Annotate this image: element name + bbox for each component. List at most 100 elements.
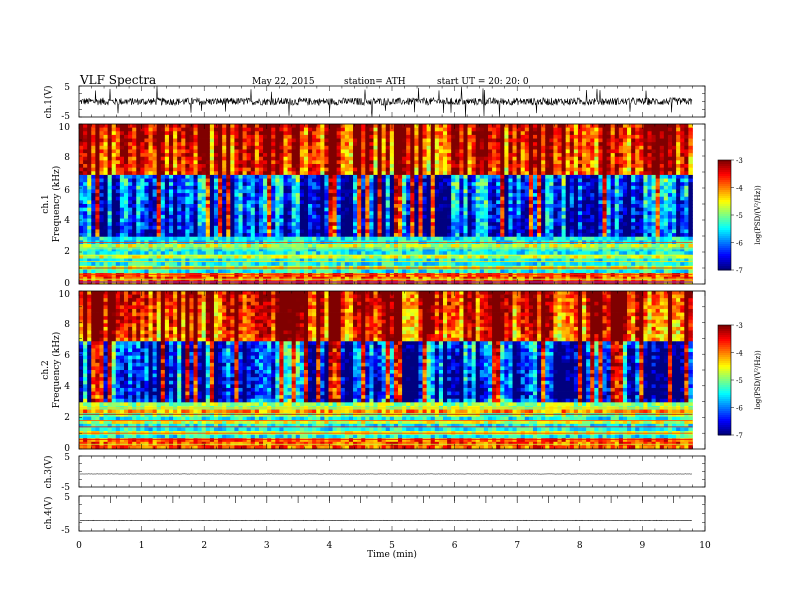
spectrogram-cell [299,273,305,278]
spectrogram-cell [443,156,448,161]
spectrogram-cell [79,127,84,132]
spectrogram-cell [340,254,346,259]
spectrogram-cell [414,247,419,252]
spectrogram-cell [483,258,489,263]
spectrogram-cell [422,258,428,263]
spectrogram-cell [336,127,342,132]
spectrogram-cell [254,134,260,139]
spectrogram-cell [443,167,448,172]
spectrogram-cell [308,174,313,179]
spectrogram-cell [312,233,317,238]
spectrogram-cell [173,258,178,263]
spectrogram-cell [398,127,403,132]
spectrogram-cell [91,273,96,278]
spectrogram-cell [393,247,399,252]
spectrogram-cell [332,251,338,256]
spectrogram-cell [430,124,436,129]
spectrogram-cell [520,247,526,252]
spectrogram-cell [492,124,497,129]
spectrogram-cell [250,174,256,179]
spectrogram-cell [299,149,305,154]
spectrogram-cell [275,247,280,252]
spectrogram-cell [189,229,194,234]
spectrogram-cell [303,164,309,169]
spectrogram-cell [152,207,158,212]
spectrogram-cell [140,124,145,129]
spectrogram-cell [312,182,317,187]
spectrogram-cell [393,127,399,132]
spectrogram-cell [173,138,178,143]
spectrogram-cell [193,233,199,238]
spectrogram-cell [291,254,297,259]
spectrogram-cell [524,269,530,274]
spectrogram-cell [353,251,358,256]
spectrogram-cell [140,193,145,198]
spectrogram-cell [463,138,468,143]
spectrogram-cell [520,276,526,281]
spectrogram-cell [295,178,301,183]
spectrogram-cell [119,185,125,190]
spectrogram-cell [320,127,325,132]
spectrogram-cell [283,229,288,234]
spectrogram-cell [295,251,301,256]
spectrogram-cell [320,269,325,274]
spectrogram-cell [140,171,145,176]
spectrogram-cell [443,273,448,278]
spectrogram-cell [168,229,174,234]
spectrogram-cell [254,160,260,165]
spectrogram-cell [299,247,305,252]
spectrogram-cell [295,142,301,147]
spectrogram-cell [107,178,113,183]
spectrogram-cell [336,273,342,278]
spectrogram-cell [128,124,133,129]
spectrogram-cell [238,149,243,154]
spectrogram-cell [459,131,464,136]
spectrogram-cell [291,160,297,165]
spectrogram-cell [479,145,485,150]
spectrogram-cell [418,164,423,169]
spectrogram-cell [258,185,264,190]
spectrogram-cell [160,185,166,190]
spectrogram-cell [99,225,104,230]
spectrogram-cell [283,258,288,263]
spectrogram-cell [218,134,223,139]
spectrogram-cell [164,193,170,198]
spectrogram-cell [107,258,113,263]
spectrogram-cell [152,178,158,183]
spectrogram-cell [164,160,170,165]
spectrogram-cell [238,138,243,143]
spectrogram-cell [160,131,166,136]
spectrogram-cell [201,211,207,216]
spectrogram-cell [279,225,284,230]
spectrogram-cell [119,193,125,198]
spectrogram-cell [508,145,513,150]
spectrogram-cell [152,182,158,187]
spectrogram-cell [152,251,158,256]
spectrogram-cell [254,262,260,267]
spectrogram-cell [385,262,391,267]
spectrogram-cell [381,276,387,281]
spectrogram-cell [99,182,104,187]
spectrogram-cell [279,269,284,274]
spectrogram-cell [365,211,370,216]
spectrogram-cell [496,178,501,183]
spectrogram-cell [209,127,215,132]
spectrogram-cell [520,258,526,263]
spectrogram-cell [500,229,505,234]
spectrogram-cell [132,218,137,223]
spectrogram-cell [443,233,448,238]
spectrogram-cell [234,134,239,139]
spectrogram-cell [222,160,227,165]
spectrogram-cell [406,149,411,154]
spectrogram-cell [496,225,501,230]
spectrogram-cell [303,269,309,274]
spectrogram-cell [303,160,309,165]
spectrogram-cell [467,276,473,281]
spectrogram-cell [303,207,309,212]
spectrogram-cell [238,127,243,132]
spectrogram-cell [524,142,530,147]
spectrogram-cell [344,244,350,249]
spectrogram-cell [381,127,387,132]
spectrogram-cell [389,254,395,259]
spectrogram-cell [381,178,387,183]
